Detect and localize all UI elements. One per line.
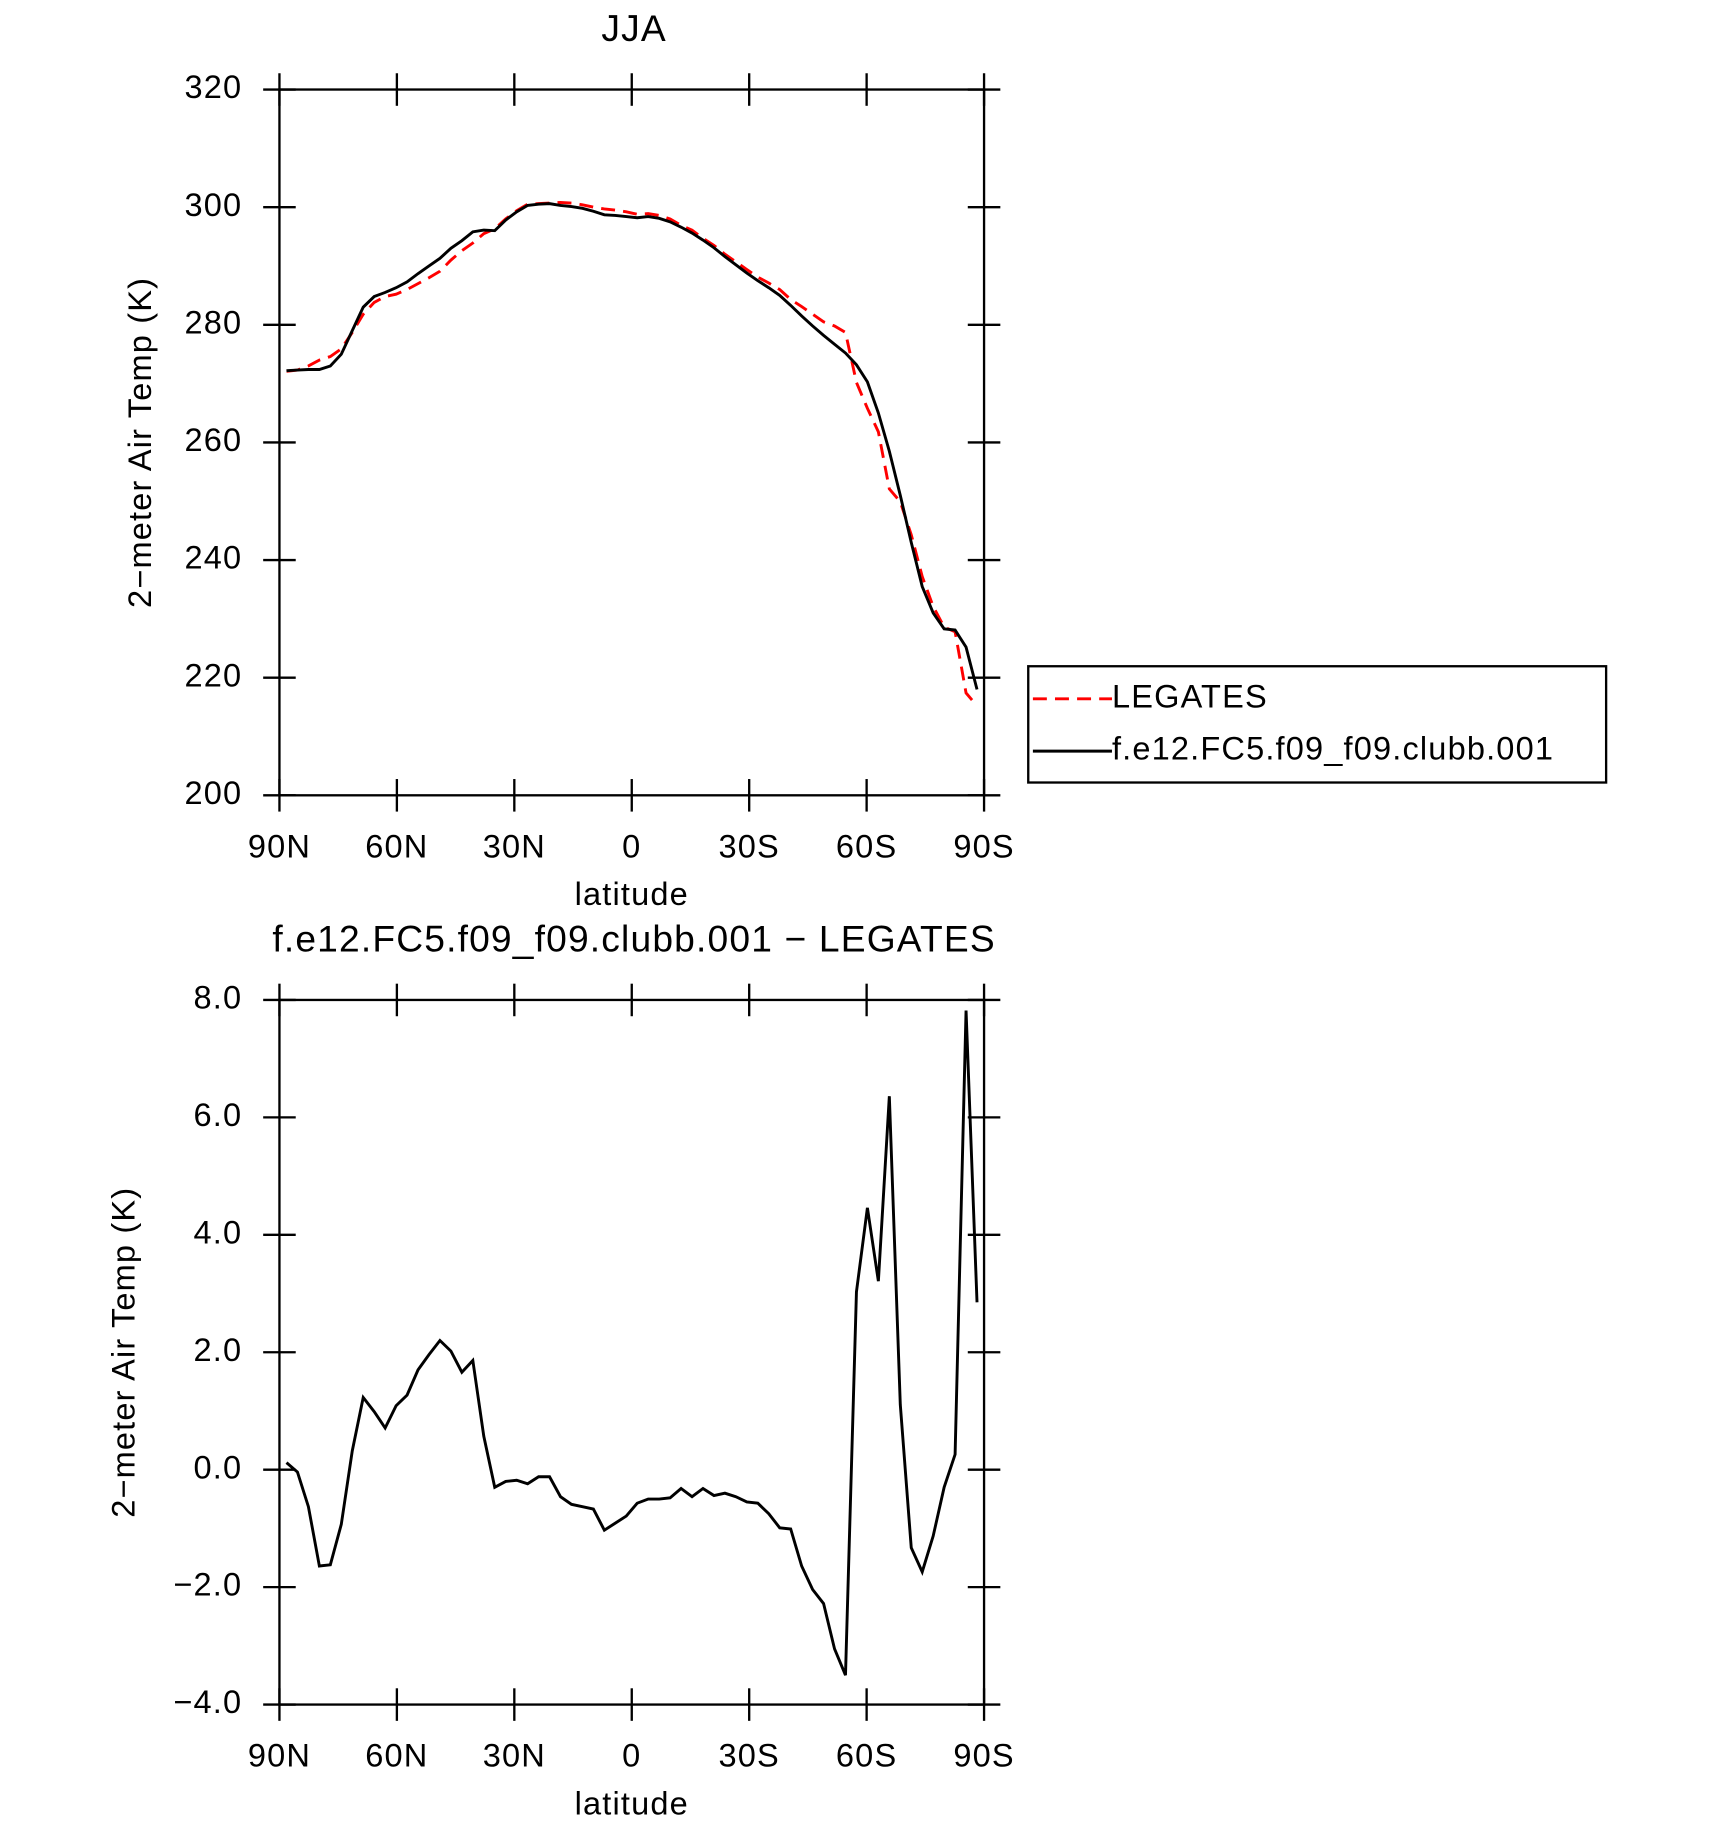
y-tick-label: 4.0 bbox=[194, 1214, 243, 1250]
y-axis-label: 2−meter Air Temp (K) bbox=[106, 1187, 142, 1518]
y-tick-label: 280 bbox=[184, 304, 242, 340]
y-tick-label: 240 bbox=[184, 540, 242, 576]
x-tick-label: 90S bbox=[953, 1738, 1014, 1774]
x-tick-label: 0 bbox=[622, 1738, 641, 1774]
data-line bbox=[285, 1010, 979, 1676]
x-tick-label: 60S bbox=[836, 828, 897, 864]
y-tick-label: 320 bbox=[184, 69, 242, 105]
y-tick-label: 220 bbox=[184, 657, 242, 693]
x-tick-label: 90N bbox=[248, 828, 311, 864]
y-tick-label: 300 bbox=[184, 187, 242, 223]
y-tick-label: 8.0 bbox=[194, 980, 243, 1016]
x-tick-label: 30S bbox=[718, 1738, 779, 1774]
x-tick-label: 60N bbox=[365, 828, 428, 864]
legend-label: f.e12.FC5.f09_f09.clubb.001 bbox=[1112, 731, 1554, 767]
x-axis-label: latitude bbox=[575, 1785, 689, 1821]
y-tick-label: 200 bbox=[184, 775, 242, 811]
x-tick-label: 90N bbox=[248, 1738, 311, 1774]
legend-box bbox=[1027, 665, 1608, 784]
y-axis-label: 2−meter Air Temp (K) bbox=[122, 277, 158, 608]
x-tick-label: 60N bbox=[365, 1738, 428, 1774]
x-tick-label: 60S bbox=[836, 1738, 897, 1774]
y-tick-label: 260 bbox=[184, 422, 242, 458]
x-tick-label: 30N bbox=[483, 828, 546, 864]
x-tick-label: 30N bbox=[483, 1738, 546, 1774]
legend-label: LEGATES bbox=[1112, 678, 1268, 714]
y-tick-label: −2.0 bbox=[173, 1567, 242, 1603]
x-tick-label: 90S bbox=[953, 828, 1014, 864]
y-tick-label: 6.0 bbox=[194, 1097, 243, 1133]
y-tick-label: 2.0 bbox=[194, 1332, 243, 1368]
plot-frame bbox=[278, 88, 986, 797]
y-tick-label: −4.0 bbox=[173, 1684, 242, 1720]
y-tick-label: 0.0 bbox=[194, 1449, 243, 1485]
data-line bbox=[286, 200, 979, 707]
x-axis-label: latitude bbox=[575, 876, 689, 912]
plot-frame bbox=[278, 998, 986, 1706]
chart-title: JJA bbox=[601, 7, 666, 49]
x-tick-label: 30S bbox=[718, 828, 779, 864]
x-tick-label: 0 bbox=[622, 828, 641, 864]
chart-title: f.e12.FC5.f09_f09.clubb.001 − LEGATES bbox=[272, 918, 996, 960]
data-line bbox=[286, 202, 979, 690]
